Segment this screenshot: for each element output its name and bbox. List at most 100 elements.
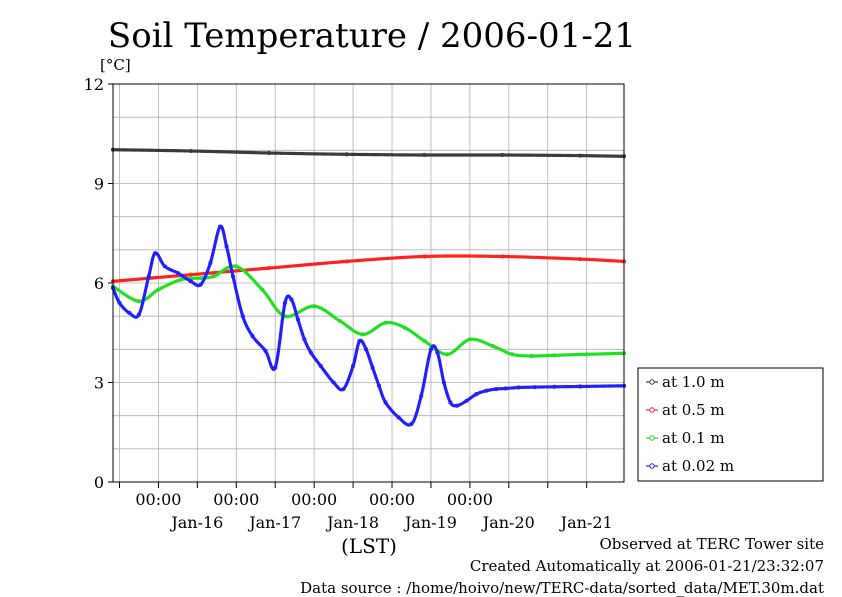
y-axis-ticks: 0 3 6 9 12 (84, 75, 113, 492)
series-at-01-m-point (312, 304, 317, 309)
chart-title: Soil Temperature / 2006-01-21 (108, 16, 636, 56)
series-at-05-m-point (188, 272, 193, 277)
series-at-002-m-point (441, 380, 446, 385)
series-at-002-m-point (224, 244, 229, 249)
series-at-01-m-point (338, 319, 343, 324)
created-timestamp-note: Created Automatically at 2006-01-21/23:3… (469, 557, 824, 575)
series-at-10-m-point (188, 148, 193, 154)
series-at-002-m-point (383, 400, 388, 405)
series-at-002-m-point (240, 314, 245, 319)
series-at-10-m-point (266, 150, 271, 156)
series-at-002-m-point (263, 348, 268, 354)
observation-site-note: Observed at TERC Tower site (599, 535, 824, 553)
series-at-01-m-point (490, 343, 495, 349)
series-at-002-m-point (516, 385, 521, 390)
legend-marker (649, 407, 655, 413)
series-at-002-m-point (351, 363, 356, 368)
series-at-10-m-point (344, 152, 349, 157)
series-at-002-m-point (474, 392, 479, 397)
series-at-002-m-point (127, 310, 132, 315)
series-at-002-m-point (448, 400, 453, 405)
x-time-tick-label: 00:00 (135, 490, 181, 509)
legend-label: at 1.0 m (662, 373, 725, 391)
legend-marker (649, 435, 655, 441)
grid (113, 84, 624, 482)
series-at-01-m-point (510, 352, 515, 357)
series-at-01-m-point (445, 352, 450, 357)
series-at-002-m-point (282, 300, 288, 305)
series-at-002-m-point (532, 385, 537, 390)
x-date-label: Jan-19 (403, 513, 457, 532)
series-at-10-m-line (111, 148, 626, 158)
x-date-label: Jan-21 (559, 513, 613, 532)
series-at-10-m (110, 147, 627, 159)
legend-marker (649, 463, 655, 469)
series-at-01-m-point (156, 287, 161, 292)
series-at-10-m-point (422, 152, 427, 158)
series-at-01-m-point (402, 325, 408, 330)
series-at-01-m-point (211, 274, 216, 279)
series-at-002-m-point (578, 384, 583, 389)
y-tick-label: 3 (94, 374, 104, 393)
series-at-10-m-point (578, 153, 583, 158)
series-at-002-m-point (484, 388, 489, 393)
series-at-002-m-point (331, 380, 336, 385)
x-time-tick-label: 00:00 (291, 490, 337, 509)
series-at-002-m-point (117, 300, 122, 305)
series-at-002-m-point (295, 317, 300, 322)
series-at-002-m-point (552, 384, 557, 389)
series-at-002-m-point (370, 365, 375, 370)
series-at-002-m-point (146, 274, 151, 279)
series-at-002-m-point (428, 347, 434, 352)
x-date-label: Jan-20 (481, 513, 535, 532)
series-at-05-m-point (578, 257, 583, 262)
series-at-002-m-point (273, 365, 278, 370)
series-at-01-m-point (260, 287, 265, 292)
series-at-002-m-point (364, 347, 369, 352)
x-axis-label: (LST) (341, 534, 397, 558)
x-time-tick-label: 00:00 (447, 490, 493, 509)
series-at-002-m-point (136, 312, 142, 317)
legend-marker (649, 379, 655, 385)
series-at-05-m-point (422, 254, 427, 259)
series-at-002-m-line (111, 224, 626, 427)
series-at-01-m-line (111, 264, 626, 358)
series-at-01-m-point (383, 320, 388, 325)
series-at-01-m-point (552, 353, 557, 358)
legend-label: at 0.02 m (662, 457, 734, 475)
series-at-002-m-point (308, 350, 313, 355)
series-at-01-m-point (136, 299, 142, 304)
series-at-01-m-point (234, 264, 239, 269)
y-tick-label: 9 (94, 175, 104, 194)
legend-label: at 0.5 m (662, 401, 725, 419)
x-time-tick-label: 00:00 (213, 490, 259, 509)
series-at-002-m-point (153, 251, 158, 256)
series-at-002-m-point (198, 282, 203, 287)
series-at-01-m-point (360, 332, 365, 337)
series-at-002-m-point (230, 274, 236, 279)
y-tick-label: 12 (84, 75, 104, 94)
series-at-01-m (110, 264, 627, 359)
y-axis-unit: [°C] (100, 56, 131, 74)
x-axis-ticks: 00:00 00:00 00:00 00:00 00:00 Jan-16 Jan-17 Jan… (118, 482, 613, 532)
series-at-01-m-point (529, 353, 534, 359)
series-at-002-m-point (188, 279, 193, 284)
series-at-002-m (110, 224, 627, 427)
series-at-002-m-point (318, 363, 323, 368)
series-at-002-m-point (250, 334, 255, 339)
series-at-05-m-point (266, 266, 271, 271)
series-at-002-m-point (341, 387, 346, 392)
legend-box (637, 367, 824, 482)
series-at-002-m-point (409, 421, 414, 427)
x-date-label: Jan-17 (247, 513, 301, 532)
series-at-002-m-point (419, 393, 424, 398)
series-at-002-m-point (175, 270, 180, 276)
series-at-002-m-point (376, 383, 382, 388)
series-at-01-m-point (584, 352, 589, 357)
series-at-002-m-point (302, 337, 307, 342)
series-at-01-m-point (198, 275, 203, 281)
series-at-002-m-point (208, 261, 213, 266)
series-at-002-m-point (493, 387, 498, 392)
x-date-label: Jan-16 (169, 513, 223, 532)
